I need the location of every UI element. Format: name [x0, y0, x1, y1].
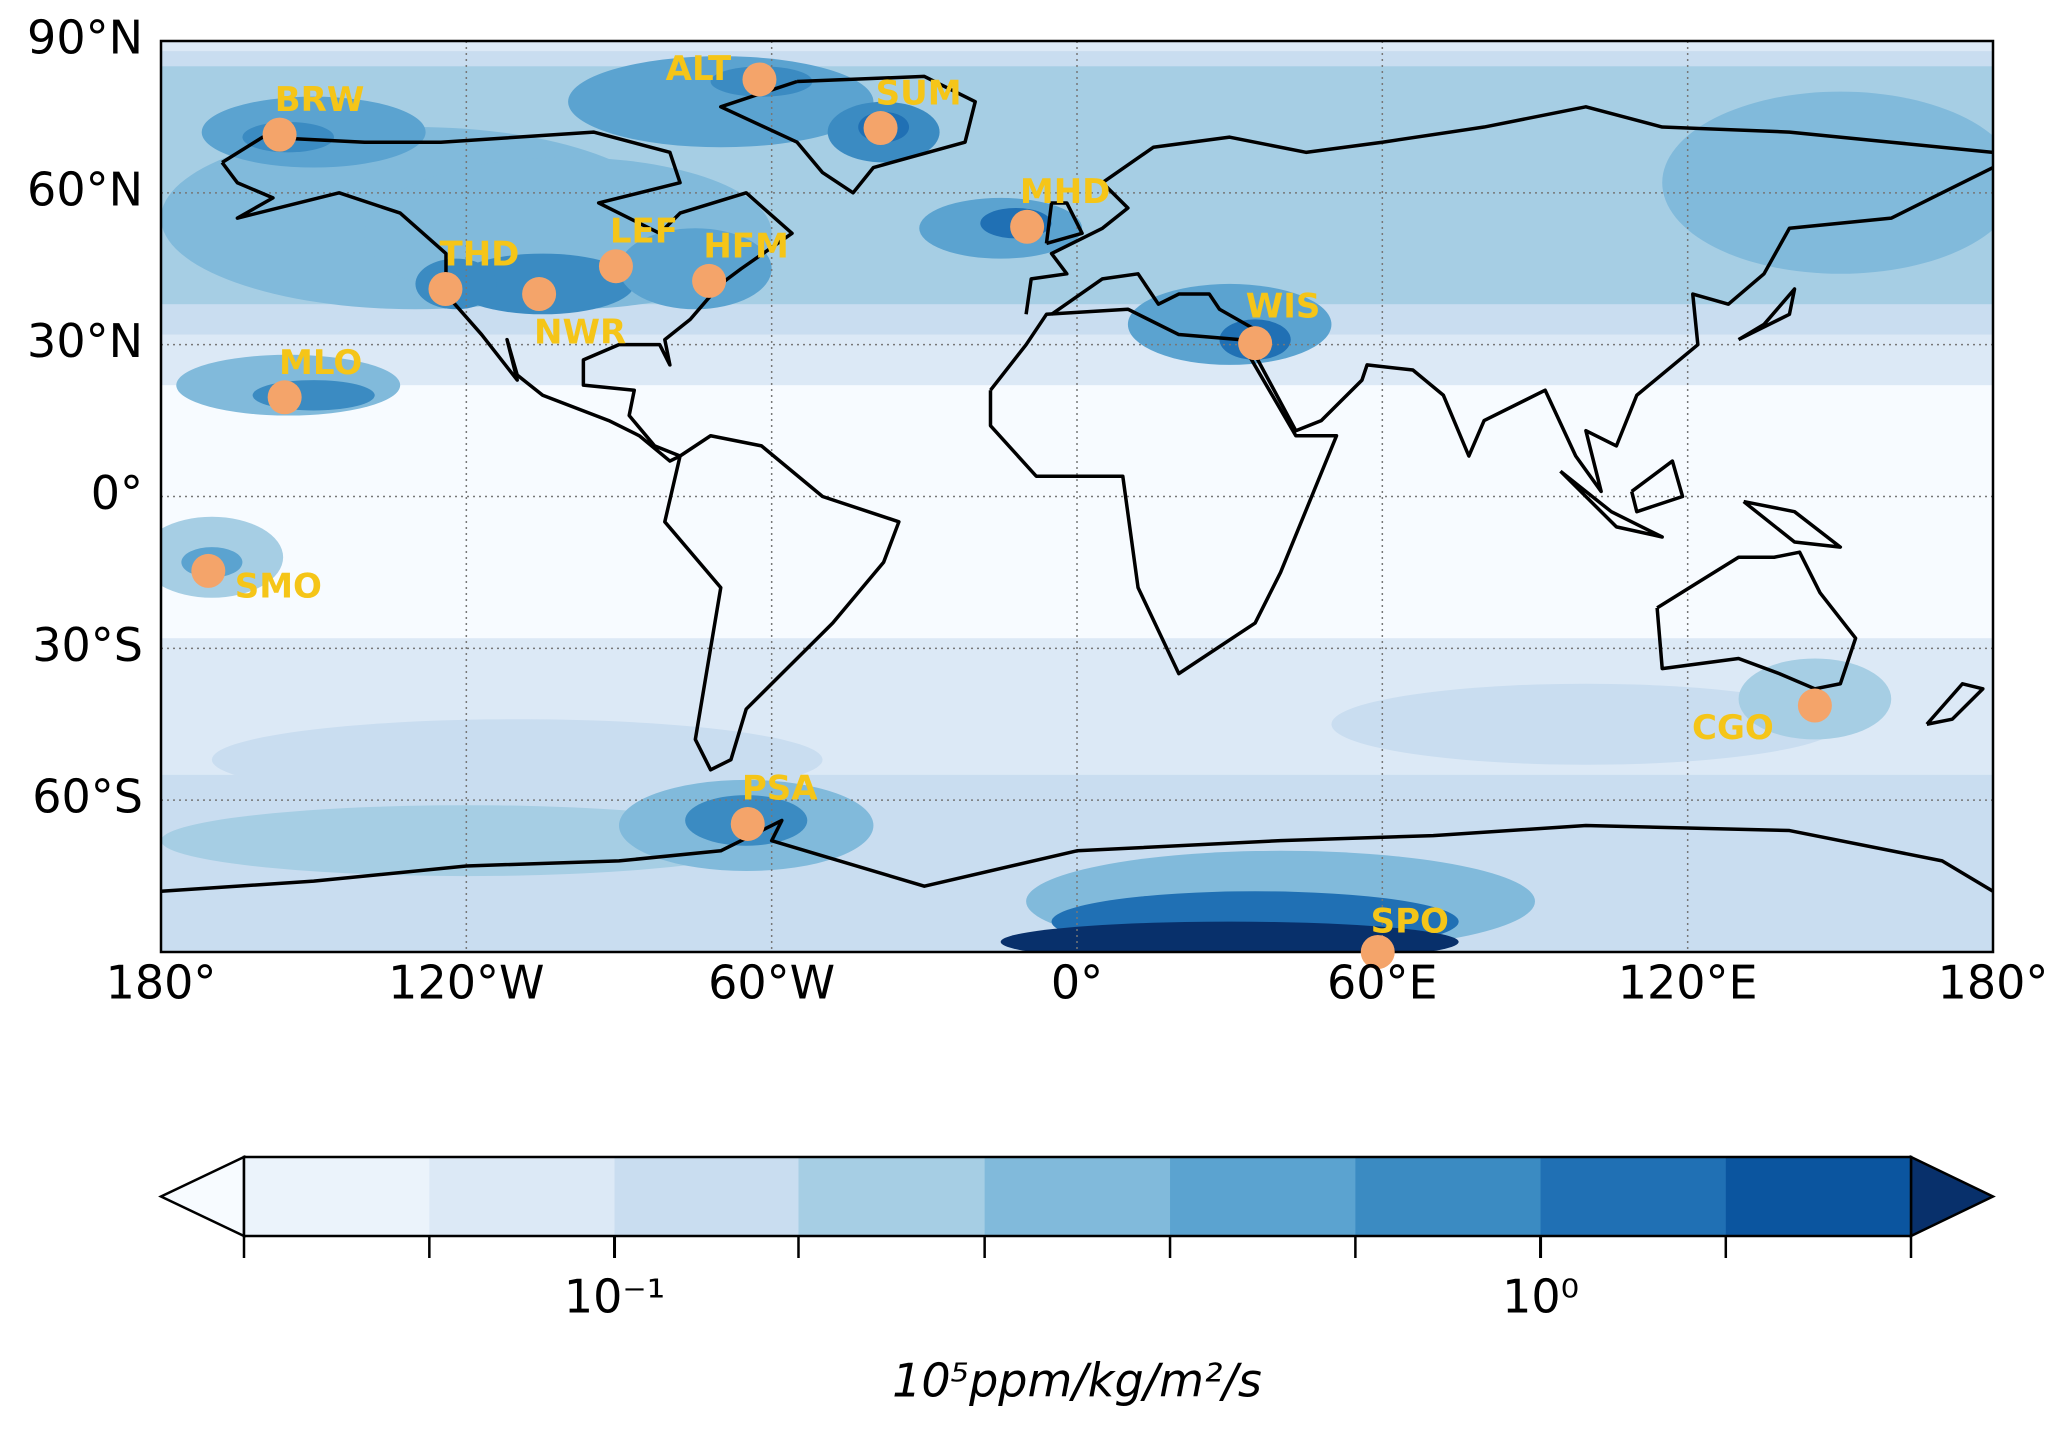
coastline	[719, 74, 977, 195]
colorbar-segment	[1540, 1157, 1727, 1236]
colorbar-tick-label: 10⁰	[1502, 1270, 1579, 1324]
coastline	[1655, 550, 1858, 691]
station-marker	[1238, 326, 1273, 361]
colorbar-segment	[984, 1157, 1171, 1236]
station-marker	[522, 277, 557, 312]
colorbar-segment	[614, 1157, 799, 1236]
colorbar-segment	[1170, 1157, 1356, 1236]
extend-arrow	[158, 1155, 246, 1238]
coastline	[1737, 287, 1797, 342]
x-tick-label: 60°W	[708, 956, 835, 1010]
station-label: SMO	[235, 566, 322, 606]
colorbar-outline	[242, 1155, 1913, 1238]
station-label: CGO	[1692, 708, 1774, 748]
station-label: MHD	[1020, 172, 1111, 212]
extend-arrow	[1909, 1155, 1996, 1238]
contour-blob	[1662, 91, 1993, 274]
coastline	[1629, 459, 1685, 514]
station-marker	[1360, 935, 1395, 969]
station-marker	[1010, 209, 1045, 244]
y-tick-label: 90°N	[27, 11, 143, 65]
coastline	[988, 307, 1339, 676]
station-label: LEF	[610, 212, 678, 252]
contour-blob	[1331, 683, 1841, 765]
colorbar-segment	[429, 1157, 616, 1236]
station-marker	[191, 553, 226, 588]
x-tick-label: 180°	[106, 956, 217, 1010]
station-marker	[742, 62, 777, 97]
x-tick-label: 0°	[1051, 956, 1103, 1010]
station-label: SUM	[876, 74, 962, 114]
colorbar-segment	[798, 1157, 986, 1236]
station-label: NWR	[534, 313, 626, 353]
x-tick-label: 120°E	[1618, 956, 1758, 1010]
colorbar-segment	[1355, 1157, 1542, 1236]
coastline	[161, 818, 1993, 894]
coastline	[1925, 682, 1985, 726]
stations: BRW ALT SUM MHD THD NWR LEF HFM MLO WIS SMO CGO PSA S…	[191, 49, 1832, 969]
colorbar-segment	[244, 1157, 430, 1236]
coastline	[1050, 165, 1993, 494]
coastline	[1024, 105, 1993, 315]
station-label: BRW	[275, 80, 365, 120]
x-tick-label: 120°W	[388, 956, 544, 1010]
contour-blob	[619, 228, 772, 310]
x-tick-label: 180°	[1938, 956, 2049, 1010]
station-label: PSA	[742, 768, 818, 808]
y-tick-label: 30°N	[27, 314, 143, 368]
station-marker	[598, 249, 633, 284]
coastline	[663, 434, 901, 772]
coastline	[1044, 201, 1084, 246]
station-label: WIS	[1246, 287, 1321, 327]
coastlines	[161, 74, 1993, 894]
station-label: HFM	[703, 226, 789, 266]
colorbar: 10⁻¹ 10⁰	[158, 1155, 1996, 1324]
station-label: SPO	[1371, 902, 1449, 942]
coastline	[1559, 469, 1664, 539]
station-label: ALT	[666, 49, 732, 89]
y-tick-label: 60°S	[32, 770, 143, 824]
station-marker	[692, 263, 727, 298]
station-marker	[863, 111, 898, 146]
colorbar-segment	[1725, 1157, 1912, 1236]
station-label: THD	[440, 234, 520, 274]
coastline	[220, 130, 794, 463]
station-label: MLO	[279, 343, 362, 383]
station-marker	[1797, 688, 1832, 723]
x-tick-label: 60°E	[1327, 956, 1438, 1010]
y-tick-label: 60°N	[27, 162, 143, 216]
colorbar-label: 10⁵ppm/kg/m²/s	[892, 1354, 1262, 1408]
map-frame	[159, 39, 1995, 954]
station-marker	[267, 380, 302, 415]
station-marker	[262, 117, 297, 152]
coastline	[1742, 499, 1843, 549]
y-tick-label: 0°	[91, 466, 143, 520]
contour-blob	[1000, 921, 1459, 952]
y-tick-label: 30°S	[32, 618, 143, 672]
station-marker	[428, 271, 463, 306]
station-marker	[730, 806, 765, 841]
contour-blob	[211, 719, 823, 801]
colorbar-tick-label: 10⁻¹	[564, 1270, 665, 1324]
axis-ticks: 180° 120°W 60°W 0° 60°E 120°E 180° 90°N 60°N 30°N…	[27, 11, 2048, 1010]
